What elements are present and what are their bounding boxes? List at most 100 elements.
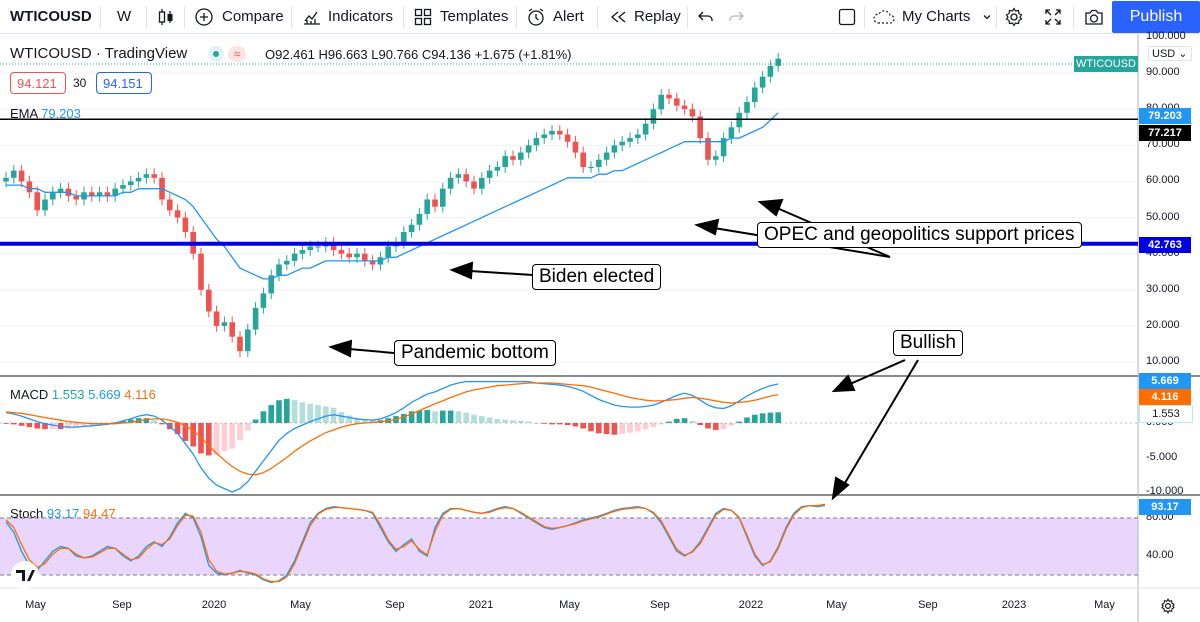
- macd-histogram-bar: [18, 423, 25, 426]
- candle-body: [775, 58, 781, 66]
- candle: [479, 172, 485, 195]
- macd-histogram-bar: [588, 423, 594, 432]
- candle-body: [182, 217, 189, 232]
- redo-button[interactable]: [727, 0, 745, 33]
- macd-histogram-bar: [206, 423, 212, 456]
- macd-histogram-bar: [572, 423, 579, 427]
- candle: [198, 247, 204, 296]
- symbol-search-button[interactable]: WTICOUSD: [10, 0, 92, 33]
- macd-histogram-bar: [486, 417, 493, 423]
- publish-label: Publish: [1129, 8, 1183, 25]
- currency-button[interactable]: USD ⌄: [1148, 46, 1192, 61]
- chart-type-button[interactable]: [156, 0, 176, 33]
- candle-body: [104, 192, 111, 196]
- macd-hist-value: 1.553: [51, 387, 85, 402]
- macd-histogram-bar: [689, 420, 696, 423]
- macd-histogram-bar: [650, 423, 657, 428]
- candle: [502, 150, 508, 173]
- candle: [221, 316, 228, 332]
- macd-histogram-bar: [580, 423, 586, 429]
- indicators-button[interactable]: Indicators: [302, 0, 393, 33]
- annotation-opec: OPEC and geopolitics support prices: [757, 222, 1082, 248]
- interval-label: W: [117, 8, 132, 25]
- candle-body: [611, 145, 618, 153]
- macd-axis-label: -5.000: [1146, 450, 1178, 463]
- candle: [525, 139, 532, 159]
- time-axis-label: May: [25, 599, 46, 611]
- stoch-k-value: 93.17: [46, 506, 80, 521]
- candle-body: [167, 199, 173, 211]
- candle-body: [681, 105, 688, 110]
- alert-button[interactable]: Alert: [526, 0, 584, 33]
- alarm-clock-icon: [528, 7, 544, 26]
- time-axis-label: Sep: [112, 599, 132, 611]
- top-toolbar: WTICOUSD W Compare Indicators Templates …: [0, 0, 1200, 34]
- undo-icon: [698, 11, 713, 21]
- macd-histogram-bar: [291, 400, 298, 423]
- stoch-legend[interactable]: Stoch 93.17 94.47: [10, 506, 116, 521]
- publish-button[interactable]: Publish: [1112, 1, 1200, 33]
- candle: [557, 125, 563, 141]
- macd-histogram-bar: [284, 398, 290, 423]
- candle: [276, 258, 282, 282]
- macd-histogram-bar: [408, 411, 415, 423]
- candle: [588, 161, 594, 173]
- fullscreen-button[interactable]: [1043, 0, 1063, 33]
- buy-price-box[interactable]: 94.151: [96, 72, 152, 94]
- macd-histogram-bar: [159, 423, 165, 425]
- candle-body: [689, 109, 696, 117]
- price-axis-label: 20.000: [1146, 318, 1180, 331]
- candle-body: [596, 159, 602, 167]
- chart-canvas[interactable]: [0, 34, 1200, 622]
- delayed-data-icon[interactable]: ≈: [228, 46, 246, 62]
- templates-button[interactable]: Templates: [413, 0, 508, 33]
- candle-body: [369, 260, 376, 265]
- candle-body: [713, 156, 719, 160]
- templates-label: Templates: [440, 8, 509, 25]
- candle-body: [112, 188, 118, 196]
- replay-button[interactable]: Replay: [608, 0, 681, 33]
- candle: [674, 92, 680, 112]
- ask-value: 94.151: [103, 75, 143, 91]
- macd-legend[interactable]: MACD 1.553 5.669 4.116: [10, 387, 156, 402]
- candle: [338, 244, 345, 260]
- candle: [128, 175, 134, 191]
- candle: [697, 110, 703, 144]
- snapshot-button[interactable]: [1083, 0, 1105, 33]
- candle-body: [619, 141, 625, 146]
- candle: [603, 146, 610, 166]
- settings-button[interactable]: [1004, 0, 1024, 33]
- candle-body: [198, 253, 204, 290]
- macd-histogram-bar: [252, 419, 259, 423]
- candle-body: [26, 181, 33, 193]
- candle-body: [213, 311, 220, 326]
- candle-body: [18, 170, 25, 182]
- undo-button[interactable]: [697, 0, 715, 33]
- sell-price-box[interactable]: 94.121: [10, 72, 66, 94]
- stoch-d-line: [5, 503, 826, 583]
- candle: [182, 211, 189, 238]
- time-axis-label: May: [826, 599, 847, 611]
- layout-button[interactable]: [837, 0, 857, 33]
- candle: [57, 182, 64, 199]
- candle: [564, 128, 571, 148]
- gear-icon: [1161, 598, 1175, 614]
- candle: [213, 305, 220, 332]
- interval-button[interactable]: W: [117, 0, 131, 33]
- macd-histogram-bar: [611, 423, 618, 435]
- axis-settings-button[interactable]: [1160, 598, 1176, 617]
- redo-icon: [729, 11, 744, 21]
- candle-body: [564, 134, 571, 142]
- ema-legend[interactable]: EMA 79.203: [10, 106, 81, 121]
- candle: [759, 70, 766, 94]
- toolbar-divider: [516, 6, 517, 28]
- indicators-icon: [304, 11, 320, 25]
- compare-button[interactable]: Compare: [194, 0, 284, 33]
- macd-histogram-bar: [42, 423, 48, 430]
- macd-histogram-bar: [120, 420, 126, 423]
- my-charts-button[interactable]: My Charts: [872, 0, 992, 33]
- candle: [447, 172, 454, 195]
- time-axis-label: May: [290, 599, 311, 611]
- price-candles: [3, 52, 781, 357]
- candle-body: [354, 253, 360, 258]
